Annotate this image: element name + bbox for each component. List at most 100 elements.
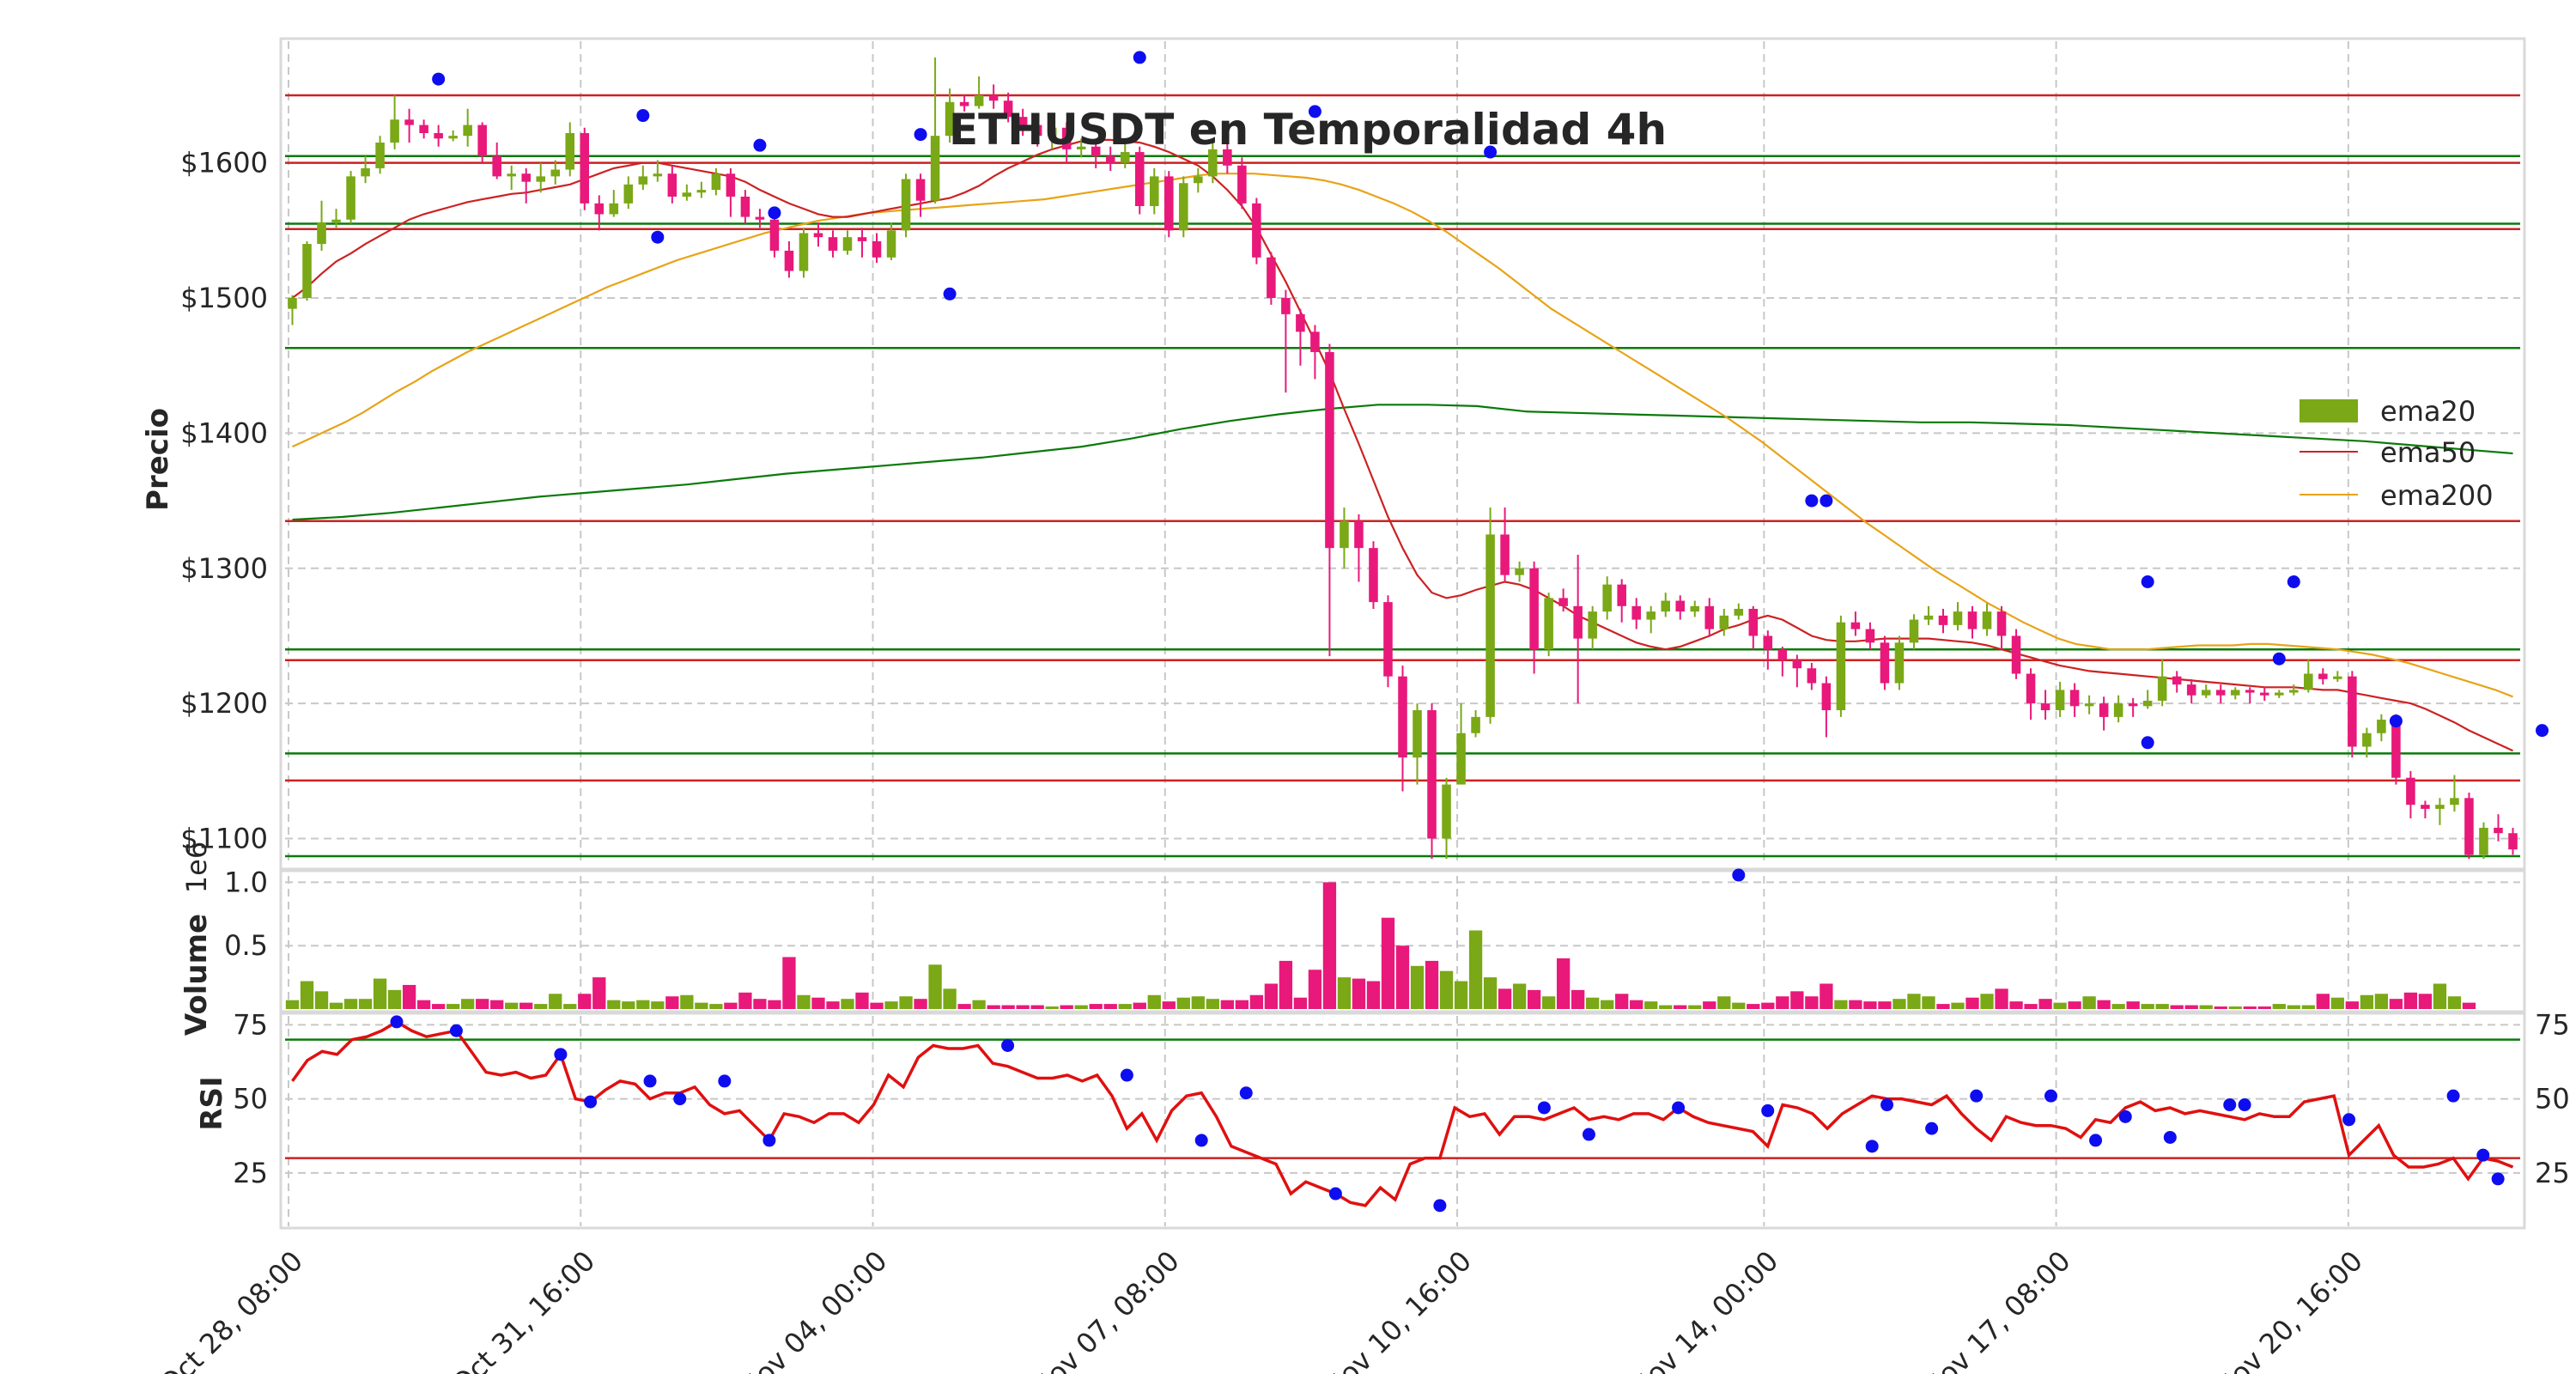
x-tick-label: Nov 20, 16:00: [2208, 1244, 2369, 1374]
candle-up: [1515, 568, 1524, 575]
pivot-point: [768, 206, 781, 220]
rsi-tick-label-left: 25: [233, 1157, 268, 1189]
volume-bar: [1133, 1002, 1146, 1009]
rsi-pivot-point: [1433, 1199, 1447, 1213]
volume-bar: [1454, 981, 1468, 1009]
candle-up: [696, 190, 707, 193]
rsi-pivot-point: [1761, 1103, 1775, 1117]
pivot-point: [2141, 736, 2154, 750]
pivot-point: [2536, 724, 2549, 738]
price-tick-label: $1600: [180, 147, 268, 179]
rsi-tick-label-right: 50: [2535, 1083, 2570, 1116]
candle-up: [1894, 642, 1905, 684]
candle-up: [1909, 619, 1919, 643]
volume-bar: [943, 988, 957, 1009]
volume-bar: [1118, 1004, 1132, 1009]
volume-bar: [1206, 999, 1219, 1009]
ema-lines: [291, 138, 2513, 752]
candlesticks: [288, 57, 2518, 860]
volume-bar: [2126, 1001, 2140, 1009]
volume-bar: [1644, 1001, 1658, 1009]
volume-bar: [665, 996, 679, 1009]
volume-bar: [826, 1001, 840, 1009]
volume-bar: [2009, 1001, 2023, 1009]
volume-bar: [1191, 996, 1205, 1009]
rsi-pivot-point: [1001, 1039, 1015, 1053]
volume-bar: [1717, 996, 1731, 1009]
volume-bar: [1220, 1000, 1234, 1009]
volume-bar: [1352, 978, 1366, 1009]
volume-bar: [300, 981, 314, 1009]
volume-bar: [1878, 1001, 1892, 1009]
volume-bar: [358, 999, 373, 1009]
rsi-pivot-point: [2476, 1148, 2490, 1162]
volume-bar: [2097, 1000, 2111, 1009]
legend: ema20 ema50 ema200: [2300, 395, 2494, 512]
rsi-pivot-point: [2238, 1098, 2251, 1112]
pivot-point: [2272, 652, 2286, 666]
candle-down: [2215, 690, 2226, 696]
rsi-pivot-point: [2491, 1172, 2505, 1186]
volume-bar: [549, 994, 562, 1009]
volume-bar: [1571, 989, 1585, 1009]
ema20-line: [291, 138, 2513, 752]
volume-bar: [1308, 970, 1322, 1009]
candle-down: [2508, 833, 2518, 850]
candle-up: [901, 179, 911, 231]
volume-bar: [1410, 965, 1425, 1009]
volume-bar: [636, 1000, 650, 1009]
volume-bar: [1805, 996, 1819, 1009]
rsi-pivot-point: [2044, 1089, 2057, 1103]
volume-bar: [2155, 1004, 2169, 1009]
volume-bar: [884, 1001, 898, 1009]
candle-up: [1471, 716, 1480, 733]
volume-bar: [387, 989, 402, 1009]
rsi-pivot-point: [390, 1015, 404, 1029]
volume-bar: [1907, 994, 1921, 1009]
ema200-line: [292, 404, 2513, 521]
candle-up: [2084, 703, 2094, 707]
rsi-pivot-point: [718, 1074, 732, 1088]
rsi-pivot-point: [1239, 1086, 1253, 1100]
price-axis-label: Precio: [141, 408, 175, 511]
volume-bar: [928, 964, 942, 1009]
volume-bar: [1483, 977, 1498, 1009]
volume-bar: [1439, 970, 1454, 1009]
candle-up: [1413, 710, 1422, 758]
candle-down: [1310, 331, 1320, 352]
volume-bar: [841, 999, 854, 1009]
x-tick-label: Nov 10, 16:00: [1317, 1244, 1478, 1374]
candle-down: [492, 155, 501, 177]
volume-bar: [2082, 996, 2096, 1009]
volume-bar: [373, 978, 387, 1009]
price-tick-label: $1200: [180, 687, 268, 720]
candle-down: [2172, 676, 2182, 685]
candle-up: [2230, 690, 2240, 696]
rsi-pivot-point: [2446, 1089, 2460, 1103]
volume-bar: [768, 1000, 781, 1009]
volume-bar: [870, 1002, 884, 1009]
x-tick-label: Nov 17, 08:00: [1917, 1244, 2077, 1374]
volume-bar: [2389, 999, 2403, 1009]
price-tick-label: $1100: [180, 823, 268, 855]
volume-bar: [1395, 945, 1410, 1009]
volume-bar: [855, 992, 869, 1009]
candle-up: [507, 173, 516, 177]
candle-down: [1792, 660, 1802, 669]
candle-down: [667, 173, 677, 197]
volume-bar: [1337, 977, 1352, 1009]
candle-down: [784, 250, 794, 271]
candle-up: [2435, 805, 2445, 809]
candle-up: [623, 184, 634, 204]
candle-up: [1734, 608, 1744, 616]
volume-bar: [1425, 960, 1439, 1009]
candle-down: [1427, 710, 1437, 839]
candle-down: [1237, 165, 1247, 204]
candle-up: [1923, 615, 1934, 620]
rsi-tick-label-right: 75: [2535, 1008, 2570, 1041]
candle-down: [477, 125, 487, 156]
volume-bar: [1030, 1005, 1044, 1009]
rsi-pivot-point: [554, 1048, 568, 1061]
candle-down: [404, 119, 414, 125]
volume-bar: [1586, 997, 1600, 1009]
